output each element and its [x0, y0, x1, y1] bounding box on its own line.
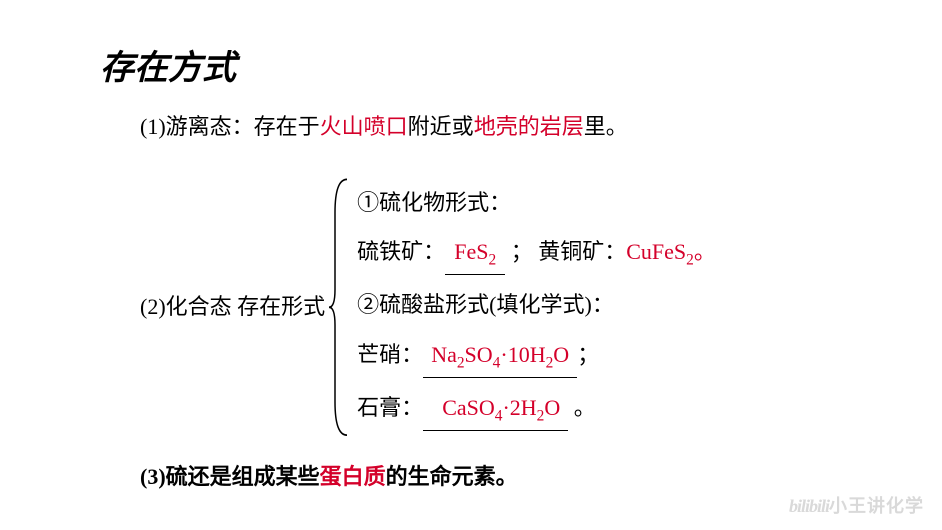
curly-bracket-icon: [329, 177, 349, 438]
pyrite-label: 硫铁矿：: [357, 239, 445, 264]
text: 里。: [584, 114, 628, 139]
bilibili-logo-icon: bilibili: [789, 496, 829, 516]
form-2-sulfate-label: ②硫酸盐形式(填化学式)：: [357, 285, 716, 325]
formula: Na2SO4·10H2O: [431, 342, 569, 367]
bracket-group: ①硫化物形式： 硫铁矿：FeS2 ； 黄铜矿：CuFeS2。 ②硫酸盐形式(填化…: [325, 177, 716, 438]
forms-list: ①硫化物形式： 硫铁矿：FeS2 ； 黄铜矿：CuFeS2。 ②硫酸盐形式(填化…: [349, 177, 716, 438]
item-2-combined-state: (2)化合态 存在形式 ①硫化物形式： 硫铁矿： FeS2 ； 黄铜矿：CuFeS…: [140, 177, 882, 438]
text: 存在形式: [232, 294, 326, 319]
highlight-crust: 地壳的岩层: [474, 114, 584, 139]
text: 。: [694, 239, 716, 264]
form-2-mirabilite: 芒硝： Na2SO4·10H2O ；: [357, 335, 716, 378]
gypsum-label: 石膏：: [357, 395, 423, 420]
mirabilite-label: 芒硝：: [357, 342, 423, 367]
watermark-text: 小王讲化学: [829, 496, 924, 516]
item-1-free-state: (1)游离态：存在于火山喷口附近或地壳的岩层里。: [140, 107, 882, 147]
section-2-label: (2)化合态 存在形式: [140, 287, 325, 327]
formula: CaSO4·2H2O: [442, 395, 560, 420]
watermark: bilibili小王讲化学: [789, 492, 924, 518]
slide-title: 存在方式: [100, 40, 882, 89]
text: 。: [568, 395, 596, 420]
text: 附近或: [408, 114, 474, 139]
text: ；: [577, 342, 599, 367]
chalcopyrite-formula: CuFeS2: [626, 239, 694, 264]
pyrite-formula-blank: FeS2: [445, 232, 505, 275]
text: (2)化合态: [140, 294, 232, 319]
formula: FeS2: [454, 239, 496, 264]
slide-content: (1)游离态：存在于火山喷口附近或地壳的岩层里。 (2)化合态 存在形式 ①硫化…: [60, 107, 882, 497]
highlight-protein: 蛋白质: [320, 464, 386, 489]
chalcopyrite-label: 黄铜矿：: [533, 239, 627, 264]
text: (1)游离态：存在于: [140, 114, 320, 139]
item-3-protein: (3)硫还是组成某些蛋白质的生命元素。: [140, 457, 882, 497]
text: (3)硫还是组成某些: [140, 464, 320, 489]
mirabilite-formula-blank: Na2SO4·10H2O: [423, 335, 577, 378]
highlight-volcano: 火山喷口: [320, 114, 408, 139]
text: ；: [505, 239, 533, 264]
form-1-sulfide-examples: 硫铁矿： FeS2 ； 黄铜矿：CuFeS2。: [357, 232, 716, 275]
form-2-gypsum: 石膏： CaSO4·2H2O 。: [357, 388, 716, 431]
gypsum-formula-blank: CaSO4·2H2O: [423, 388, 568, 431]
text: 的生命元素。: [386, 464, 518, 489]
form-1-sulfide-label: ①硫化物形式：: [357, 183, 716, 223]
